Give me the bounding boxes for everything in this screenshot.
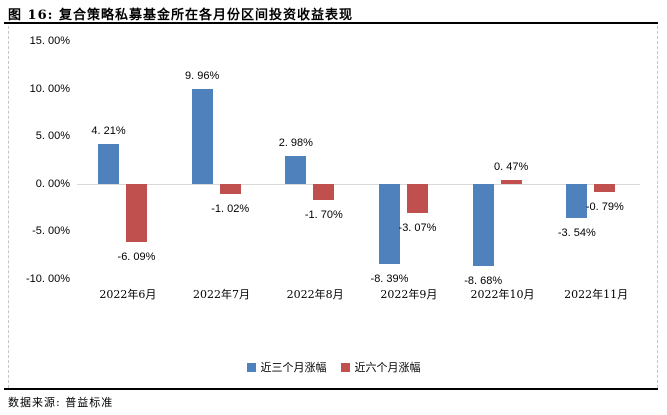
bar-near-3-month: [191, 89, 213, 184]
bar-value-label: -1. 02%: [211, 202, 250, 215]
bar-value-label: -8. 68%: [464, 275, 503, 288]
y-tick-label: 5. 00%: [35, 130, 70, 142]
bar-near-3-month: [285, 155, 307, 184]
y-tick-label: 10. 00%: [29, 82, 70, 95]
x-category-label: 2022年7月: [192, 288, 250, 301]
x-category-label: 2022年11月: [564, 288, 629, 301]
figure-bottom-line: [4, 388, 658, 390]
y-tick-label: 0. 00%: [35, 177, 70, 190]
bar-value-label: 9. 96%: [185, 70, 220, 83]
bar-near-3-month: [566, 184, 588, 218]
bar-near-6-month: [500, 179, 522, 184]
legend-item-near-3-month: 近三个月涨幅: [246, 359, 327, 375]
bar-near-3-month: [379, 184, 400, 264]
bar-value-label: 0. 47%: [494, 160, 529, 173]
bar-value-label: -3. 54%: [557, 226, 596, 239]
bar-near-3-month: [98, 144, 119, 184]
bar-value-label: -6. 09%: [117, 250, 156, 263]
bar-value-label: -3. 07%: [398, 222, 437, 235]
chart-legend: 近三个月涨幅 近六个月涨幅: [0, 359, 667, 375]
legend-item-near-6-month: 近六个月涨幅: [340, 359, 421, 375]
bar-value-label: -1. 70%: [304, 209, 343, 222]
bar-near-6-month: [219, 184, 241, 194]
x-category-label: 2022年10月: [470, 288, 535, 301]
bar-near-6-month: [313, 184, 335, 201]
y-tick-label: 15. 00%: [29, 35, 70, 47]
chart-plot-frame: [8, 26, 658, 388]
title-divider-line: [4, 22, 658, 24]
bar-near-6-month: [594, 184, 616, 192]
bar-near-6-month: [126, 184, 147, 242]
x-category-label: 2022年9月: [380, 288, 438, 301]
legend-label: 近三个月涨幅: [260, 361, 327, 374]
bar-value-label: 2. 98%: [278, 136, 313, 149]
bar-near-3-month: [472, 184, 494, 267]
data-source-note: 数据来源: 普益标准: [8, 396, 114, 409]
y-tick-label: -5. 00%: [32, 225, 70, 237]
bar-value-label: -0. 79%: [585, 200, 624, 213]
figure-title: 图 16: 复合策略私募基金所在各月份区间投资收益表现: [8, 8, 353, 23]
bar-value-label: 4. 21%: [91, 125, 126, 137]
zero-axis-line: [77, 184, 640, 185]
x-category-label: 2022年8月: [286, 288, 344, 301]
y-tick-label: -10. 00%: [25, 272, 70, 285]
bar-value-label: -8. 39%: [370, 272, 409, 285]
bar-near-6-month: [407, 184, 428, 214]
legend-label: 近六个月涨幅: [354, 361, 421, 374]
x-category-label: 2022年6月: [99, 288, 157, 301]
legend-swatch-icon: [246, 362, 256, 372]
legend-swatch-icon: [340, 362, 350, 372]
